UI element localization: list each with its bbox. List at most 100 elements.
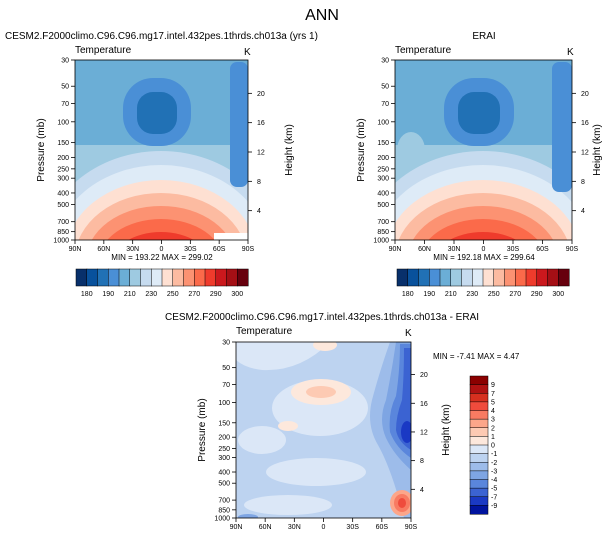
y-tick-label: 1000 — [373, 238, 389, 245]
panel-diff: CESM2.F2000climo.C96.C96.mg17.intel.432p… — [165, 312, 520, 531]
panel-title-diff: CESM2.F2000climo.C96.C96.mg17.intel.432p… — [165, 312, 479, 323]
colorbar-label: 190 — [102, 291, 114, 298]
colorbar-swatch — [469, 418, 489, 429]
panel-model: CESM2.F2000climo.C96.C96.mg17.intel.432p… — [5, 31, 318, 262]
colorbar-swatch — [204, 268, 217, 287]
y2-tick-label: 8 — [420, 458, 424, 465]
plot-area-model — [75, 60, 248, 240]
colorbar-label: 9 — [491, 382, 495, 389]
x-tick-label: 60N — [259, 524, 272, 531]
y-tick-label: 500 — [57, 202, 69, 209]
colorbar-swatch — [469, 410, 489, 420]
variable-label-model: Temperature — [75, 45, 132, 56]
colorbar-swatch — [151, 268, 163, 287]
band-w5 — [449, 232, 517, 240]
y-tick-label: 50 — [61, 84, 69, 91]
y-tick-label: 500 — [218, 481, 230, 488]
y2-tick-label: 20 — [420, 372, 428, 379]
band-w4 — [107, 219, 215, 240]
y-tick-label: 100 — [377, 119, 389, 126]
y2-tick-label: 16 — [420, 401, 428, 408]
colorbar-swatch — [469, 375, 489, 386]
colorbar-swatch — [469, 505, 489, 515]
colorbar-label: 180 — [402, 291, 414, 298]
colorbar-swatch — [97, 268, 109, 287]
colorbar-swatch — [469, 401, 489, 412]
x-tick-label: 60S — [213, 246, 226, 253]
colorbar-label: 1 — [491, 434, 495, 441]
x-tick-label: 30S — [184, 246, 197, 253]
colorbar-label: 5 — [491, 399, 495, 406]
sp-cold-core — [401, 421, 411, 443]
warm-patch-top — [313, 342, 337, 351]
colorbar-label: 210 — [124, 291, 136, 298]
colorbar-label: 300 — [552, 291, 564, 298]
colorbar-swatch — [504, 268, 516, 287]
y2-tick-label: 8 — [581, 179, 585, 186]
x-tick-label: 0 — [322, 524, 326, 531]
y-tick-label: 30 — [222, 340, 230, 347]
colorbar-label: 7 — [491, 391, 495, 398]
y2-tick-label: 8 — [257, 179, 261, 186]
x-tick-label: 60N — [97, 246, 110, 253]
colorbar-swatch — [450, 268, 463, 287]
colorbar-swatch — [469, 479, 489, 489]
y-tick-label: 100 — [57, 119, 69, 126]
colorbar-diff: 9 75 4 32 1 0-1 -2-3 -4 -5-7 -9 — [469, 375, 497, 515]
y-tick-label: 70 — [222, 382, 230, 389]
colorbar-swatch — [493, 268, 506, 287]
colorbar-swatch — [482, 268, 495, 287]
colorbar-swatch — [472, 268, 484, 287]
colorbar-label: -4 — [491, 477, 497, 484]
stats-obs: MIN = 192.18 MAX = 299.64 — [433, 253, 535, 262]
colorbar-swatch — [226, 268, 238, 287]
colorbar-swatch — [536, 268, 549, 287]
colorbar-label: -9 — [491, 503, 497, 510]
y-tick-label: 30 — [381, 58, 389, 65]
colorbar-swatch — [396, 268, 409, 287]
sp-strat-cold — [230, 62, 248, 187]
colorbar-swatch — [558, 268, 570, 287]
y-tick-label: 150 — [57, 140, 69, 147]
colorbar-swatch — [429, 268, 441, 287]
colorbar-swatch — [469, 487, 489, 498]
x-tick-label: 90N — [389, 246, 402, 253]
warm-patch-subtrop — [278, 421, 298, 431]
y-tick-label: 250 — [377, 166, 389, 173]
colorbar-swatch — [86, 268, 99, 287]
x-tick-label: 30N — [288, 524, 301, 531]
colorbar-label: 230 — [145, 291, 157, 298]
axes-diff: 305070100150200250300400500700850100090N… — [214, 340, 427, 532]
y-tick-label: 850 — [377, 229, 389, 236]
y-tick-label: 70 — [61, 101, 69, 108]
np-strat-warm — [397, 132, 425, 168]
y-tick-label: 200 — [377, 155, 389, 162]
y-tick-label: 150 — [377, 140, 389, 147]
colorbar-label: 2 — [491, 425, 495, 432]
colorbar-swatch — [461, 268, 473, 287]
colorbar-label: 290 — [210, 291, 222, 298]
colorbar-swatch — [469, 436, 489, 446]
y-tick-label: 200 — [218, 435, 230, 442]
colorbar-swatch — [525, 268, 538, 287]
warm-core-tropics — [306, 386, 336, 398]
y2-tick-label: 16 — [581, 120, 589, 127]
colorbar-swatch — [469, 462, 489, 472]
colorbar-label: -5 — [491, 486, 497, 493]
y2-tick-label: 20 — [257, 91, 265, 98]
colorbar-label: 190 — [423, 291, 435, 298]
page-title: ANN — [305, 7, 339, 24]
colorbar-swatch — [215, 268, 228, 287]
y-axis-label-model: Pressure (mb) — [36, 118, 47, 181]
x-tick-label: 30N — [126, 246, 139, 253]
y-tick-label: 100 — [218, 400, 230, 407]
x-tick-label: 30N — [448, 246, 461, 253]
colorbar-swatch — [469, 470, 489, 481]
x-tick-label: 30S — [346, 524, 359, 531]
colorbar-swatch — [407, 268, 420, 287]
y-tick-label: 200 — [57, 155, 69, 162]
axes-model: 305070100150200250300400500700850100090N… — [53, 58, 264, 254]
lighter-patch-mid — [266, 458, 366, 486]
colorbar-swatch — [515, 268, 527, 287]
